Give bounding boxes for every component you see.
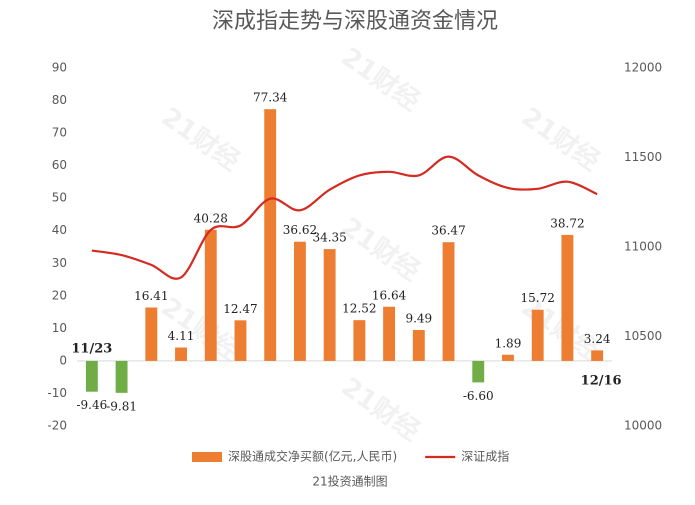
value-label: 36.62 [283,223,317,237]
value-label: 38.72 [550,216,584,230]
watermark: 21财经 [156,101,246,177]
y2-tick-label: 11500 [624,150,662,164]
bar [412,330,425,361]
y-tick-label: 30 [52,256,67,270]
watermark: 21财经 [336,211,426,287]
bar [204,229,217,361]
value-label: 4.11 [168,329,195,343]
bar [531,309,544,361]
watermark: 21财经 [336,371,426,447]
y-tick-label: 20 [52,288,67,302]
value-label: -6.60 [463,389,494,403]
date-label: 12/16 [581,373,622,388]
bar [561,234,574,361]
watermark: 21财经 [336,41,426,117]
y-tick-label: 80 [52,93,67,107]
y-tick-label: 40 [52,223,67,237]
value-label: 36.47 [431,224,465,238]
value-label: 12.52 [342,302,376,316]
y-tick-label: 0 [59,353,67,367]
bar [85,360,98,392]
bar [264,109,277,361]
legend-label: 深股通成交净买额(亿元,人民币) [228,449,397,464]
chart-title: 深成指走势与深股通资金情况 [212,9,498,34]
value-label: 1.89 [495,336,522,350]
value-label: 12.47 [223,302,257,316]
bar [591,350,604,361]
value-label: -9.46 [76,398,107,412]
bar [383,306,396,361]
bar [293,241,306,361]
legend-swatch [192,452,222,462]
y-tick-label: 90 [52,61,67,75]
value-label: 15.72 [521,291,555,305]
value-label: 3.24 [584,332,611,346]
y-tick-label: 10 [52,321,67,335]
y-tick-label: 50 [52,191,67,205]
bar [323,249,336,361]
bar [502,354,514,361]
y-tick-label: -10 [47,386,67,400]
value-label: 40.28 [194,211,228,225]
value-label: 9.49 [405,312,432,326]
y-tick-label: 60 [52,158,67,172]
watermark: 21财经 [516,101,606,177]
legend-label: 深证成指 [461,449,509,464]
footer: 21投资通制图 [312,474,387,489]
y2-tick-label: 10000 [624,419,662,433]
y-tick-label: -20 [47,419,67,433]
y2-tick-label: 10500 [624,329,662,343]
date-label: 11/23 [71,341,112,356]
bar [442,242,455,361]
value-label: 16.64 [372,288,407,302]
bar [234,320,247,361]
y2-tick-label: 11000 [624,240,662,254]
value-label: 16.41 [134,289,168,303]
bar [175,347,187,361]
bar [115,360,128,393]
value-label: 34.35 [312,231,346,245]
value-label: 77.34 [253,91,288,105]
bar [145,307,158,361]
value-label: -9.81 [106,399,137,413]
y2-tick-label: 12000 [624,61,662,75]
bar [472,360,485,383]
bar [353,320,366,361]
line [91,155,598,280]
y-tick-label: 70 [52,126,67,140]
